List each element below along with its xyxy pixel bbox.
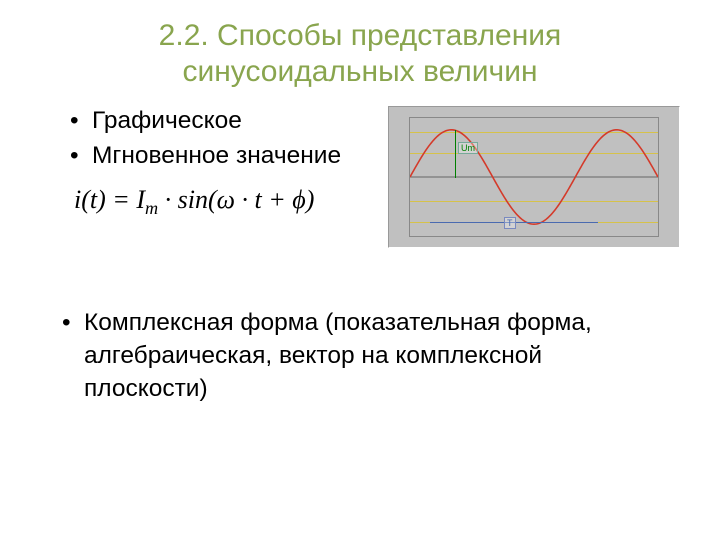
bullet-item-1: Графическое <box>70 104 388 137</box>
formula-I: I <box>136 185 145 214</box>
chart-plot-area: Um T <box>409 117 659 237</box>
content-row: Графическое Мгновенное значение i(t) = I… <box>40 104 680 248</box>
formula-phi: ϕ <box>292 185 305 214</box>
formula-eq: = <box>106 185 137 214</box>
formula-sub: m <box>145 198 158 218</box>
formula-close: ) <box>306 185 315 214</box>
bullet-list: Графическое Мгновенное значение i(t) = I… <box>40 104 388 221</box>
bullet-complex-form: Комплексная форма (показательная форма, … <box>50 306 670 405</box>
amplitude-label: Um <box>458 142 478 154</box>
amplitude-line <box>455 130 456 178</box>
formula: i(t) = Im · sin(ω · t + ϕ) <box>74 182 388 221</box>
formula-lhs: i(t) <box>74 185 106 214</box>
bullet-item-2: Мгновенное значение <box>70 139 388 172</box>
sine-curve <box>410 118 658 236</box>
slide-title: 2.2. Способы представления синусоидальны… <box>40 18 680 90</box>
sine-chart: Um T <box>388 106 680 248</box>
formula-mid: · sin(ω · t + <box>158 185 292 214</box>
period-label: T <box>504 217 516 229</box>
